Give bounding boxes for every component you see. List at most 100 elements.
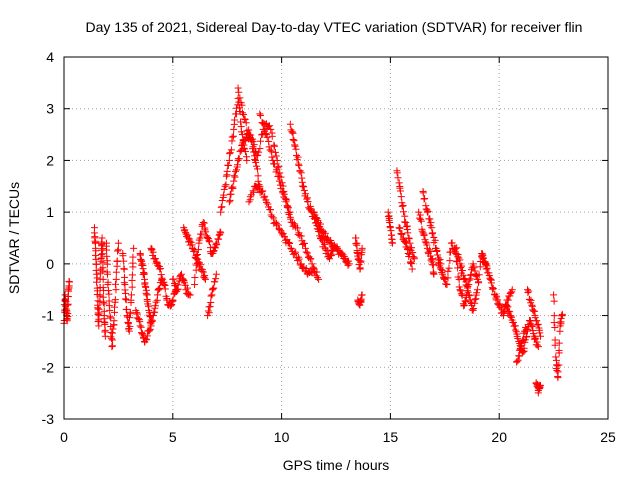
data-point [405,235,413,243]
y-tick-label: 4 [46,49,54,65]
data-point [437,266,445,274]
data-point [222,172,230,180]
data-point [266,146,274,154]
data-point [555,339,563,347]
data-point [135,315,143,323]
data-point [145,311,153,319]
data-point [489,285,497,293]
data-point [550,291,558,299]
data-point [504,303,512,311]
data-point [448,239,456,247]
data-point [487,279,495,287]
data-point [508,286,516,294]
y-axis-label: SDTVAR / TECUs [6,182,22,294]
data-point [275,177,283,185]
data-point [491,291,499,299]
data-point [393,169,401,177]
data-point [114,247,122,255]
data-point [458,262,466,270]
data-point [269,156,277,164]
data-point [245,126,253,134]
data-point [471,296,479,304]
data-point [224,162,232,170]
data-point [426,246,434,254]
y-tick-label: -1 [42,308,55,324]
data-point [121,286,129,294]
data-point [419,189,427,197]
data-point [421,195,429,203]
data-point [397,193,405,201]
data-point [201,275,209,283]
data-point [101,320,109,328]
data-point [427,219,435,227]
data-point [402,218,410,226]
data-point [443,281,451,289]
data-point [440,275,448,283]
data-point [267,125,275,133]
data-point [168,298,176,306]
data-point [241,115,249,123]
data-point [259,125,267,133]
data-point [154,261,162,269]
data-point [268,213,276,221]
data-point [212,275,220,283]
data-point [250,188,258,196]
data-point [110,317,118,325]
data-point [558,312,566,320]
x-tick-label: 15 [383,429,399,445]
y-tick-label: 1 [46,204,54,220]
data-point [257,137,265,145]
data-point [151,255,159,263]
data-point [251,156,259,164]
data-point [202,228,210,236]
data-point [531,334,539,342]
data-point [429,229,437,237]
data-point [193,260,201,268]
data-point [285,204,293,212]
data-point [434,251,442,259]
data-point [486,275,494,283]
data-point [65,278,73,286]
data-point [93,270,101,278]
data-point [533,321,541,329]
data-point [294,224,302,232]
data-point [267,147,275,155]
data-point [130,244,138,252]
data-point [206,303,214,311]
data-point [277,184,285,192]
data-point [300,186,308,194]
data-point [221,182,229,190]
data-point [429,261,437,269]
data-point [468,306,476,314]
data-point [104,287,112,295]
data-point [161,285,169,293]
data-point [266,206,274,214]
data-point [151,302,159,310]
x-tick-label: 20 [491,429,507,445]
data-point [459,271,467,279]
data-point [173,286,181,294]
data-point [243,156,251,164]
data-point [105,290,113,298]
data-point [356,265,364,273]
data-point [454,250,462,258]
data-point [444,274,452,282]
data-point [289,136,297,144]
data-point [114,239,122,247]
data-point [469,262,477,270]
data-point [273,166,281,174]
data-point [507,289,515,297]
data-point [307,255,315,263]
data-point [489,285,497,293]
data-point [421,238,429,246]
data-point [465,291,473,299]
data-point [207,298,215,306]
data-point [401,238,409,246]
data-point [550,297,558,305]
data-point [193,255,201,263]
data-point [531,314,539,322]
data-point [321,240,329,248]
data-point [263,198,271,206]
data-point [281,195,289,203]
data-point [190,247,198,255]
